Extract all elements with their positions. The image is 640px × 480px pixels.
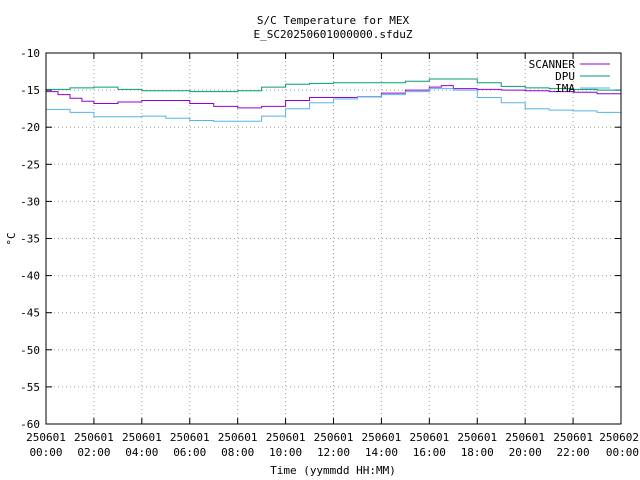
x-tick-date-label: 250601 bbox=[409, 431, 449, 444]
y-tick-label: -35 bbox=[20, 233, 40, 246]
series-lines bbox=[46, 78, 622, 122]
x-tick-time-label: 02:00 bbox=[77, 446, 110, 459]
y-tick-label: -50 bbox=[20, 344, 40, 357]
x-tick-time-label: 14:00 bbox=[365, 446, 398, 459]
plot-frame bbox=[45, 52, 622, 425]
y-tick-label: -20 bbox=[20, 121, 40, 134]
series-line-scanner bbox=[46, 85, 622, 109]
x-axis-label: Time (yymmdd HH:MM) bbox=[270, 464, 396, 477]
y-tick-label: -60 bbox=[20, 418, 40, 431]
y-tick-label: -45 bbox=[20, 307, 40, 320]
y-tick-label: -40 bbox=[20, 270, 40, 283]
x-tick-time-label: 08:00 bbox=[221, 446, 254, 459]
x-tick-time-label: 10:00 bbox=[269, 446, 302, 459]
x-tick-date-label: 250601 bbox=[170, 431, 210, 444]
x-tick-date-label: 250602 bbox=[599, 431, 639, 444]
y-axis: -10 -15 -20 -25 -30 -35 -40 -45 -50 -55 -60 bbox=[20, 47, 621, 431]
x-tick-time-label: 00:00 bbox=[606, 446, 639, 459]
x-tick-date-label: 250601 bbox=[266, 431, 306, 444]
x-tick-time-label: 16:00 bbox=[413, 446, 446, 459]
chart-title: S/C Temperature for MEX bbox=[257, 14, 410, 27]
x-tick-time-label: 00:00 bbox=[29, 446, 62, 459]
y-tick-label: -55 bbox=[20, 381, 40, 394]
x-tick-date-label: 250601 bbox=[218, 431, 258, 444]
x-tick-time-label: 04:00 bbox=[125, 446, 158, 459]
x-tick-date-label: 250601 bbox=[26, 431, 66, 444]
y-tick-label: -10 bbox=[20, 47, 40, 60]
y-axis-label: °C bbox=[5, 232, 18, 245]
legend-label-scanner: SCANNER bbox=[529, 58, 576, 71]
x-tick-time-label: 20:00 bbox=[509, 446, 542, 459]
x-tick-date-label: 250601 bbox=[505, 431, 545, 444]
x-tick-time-label: 12:00 bbox=[317, 446, 350, 459]
x-tick-date-label: 250601 bbox=[362, 431, 402, 444]
x-tick-date-label: 250601 bbox=[122, 431, 162, 444]
x-tick-time-label: 22:00 bbox=[557, 446, 590, 459]
x-tick-date-label: 250601 bbox=[74, 431, 114, 444]
x-tick-date-label: 250601 bbox=[457, 431, 497, 444]
y-tick-label: -25 bbox=[20, 158, 40, 171]
series-line-dpu bbox=[46, 78, 622, 93]
x-tick-date-label: 250601 bbox=[314, 431, 354, 444]
legend-label-ima: IMA bbox=[555, 82, 575, 95]
x-tick-time-label: 06:00 bbox=[173, 446, 206, 459]
x-tick-date-label: 250601 bbox=[553, 431, 593, 444]
y-tick-label: -15 bbox=[20, 84, 40, 97]
y-tick-label: -30 bbox=[20, 195, 40, 208]
chart-subtitle: E_SC20250601000000.sfduZ bbox=[254, 28, 413, 41]
legend-label-dpu: DPU bbox=[555, 70, 575, 83]
series-line-ima bbox=[46, 88, 622, 122]
x-axis: 250601 00:00 250601 02:00 250601 04:00 250601 0… bbox=[26, 53, 639, 459]
x-tick-time-label: 18:00 bbox=[461, 446, 494, 459]
